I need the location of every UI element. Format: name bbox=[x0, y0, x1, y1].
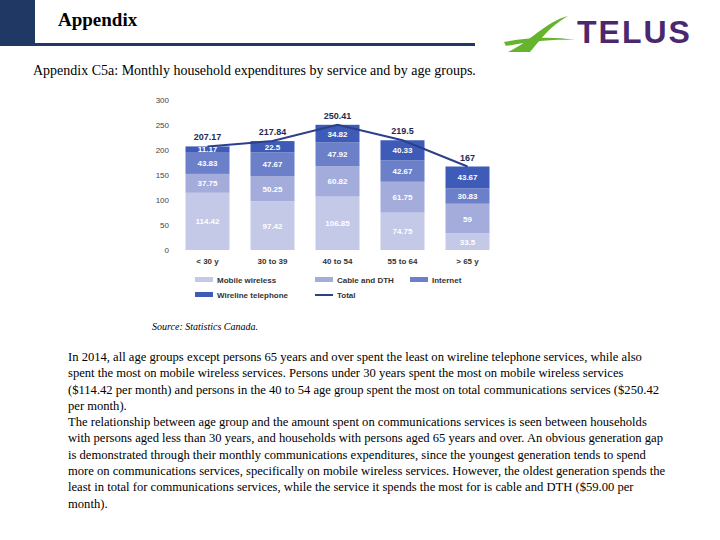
bar-segment bbox=[186, 193, 230, 250]
legend-swatch bbox=[195, 292, 213, 297]
x-tick-label: < 30 y bbox=[196, 257, 219, 266]
total-label: 217.84 bbox=[259, 127, 287, 137]
x-tick-label: 30 to 39 bbox=[258, 257, 288, 266]
legend-label: Internet bbox=[432, 276, 462, 285]
data-label: 114.42 bbox=[195, 217, 220, 226]
y-tick-label: 0 bbox=[165, 246, 170, 255]
total-label: 219.5 bbox=[391, 126, 414, 136]
y-tick bbox=[172, 100, 175, 101]
legend-item: Total bbox=[315, 291, 356, 300]
bar-segment bbox=[381, 140, 425, 160]
logo-leaf bbox=[504, 38, 575, 46]
data-label: 47.67 bbox=[262, 160, 283, 169]
bar-segment bbox=[381, 213, 425, 250]
logo-swoosh bbox=[500, 12, 580, 62]
total-label: 167 bbox=[460, 153, 475, 163]
legend-label: Wireline telephone bbox=[217, 291, 289, 300]
legend-item: Wireline telephone bbox=[195, 291, 289, 300]
total-label: 250.41 bbox=[324, 111, 352, 121]
y-tick-label: 250 bbox=[156, 121, 170, 130]
x-tick-label: 40 to 54 bbox=[323, 257, 353, 266]
data-label: 43.67 bbox=[457, 173, 478, 182]
legend-item: Cable and DTH bbox=[315, 276, 394, 285]
data-label: 60.82 bbox=[327, 177, 348, 186]
y-tick bbox=[172, 175, 175, 176]
data-label: 43.83 bbox=[197, 159, 218, 168]
y-tick-label: 100 bbox=[156, 196, 170, 205]
chart: 0 50 100 150 200 250 300 114.42 97.42 106.85 74.75… bbox=[0, 0, 720, 320]
logo-text: TELUS bbox=[577, 14, 692, 51]
data-label: 61.75 bbox=[392, 193, 413, 202]
bar-segment bbox=[381, 182, 425, 213]
data-label: 106.85 bbox=[325, 219, 350, 228]
y-tick-label: 150 bbox=[156, 171, 170, 180]
bar-segment bbox=[446, 233, 490, 250]
body-text: In 2014, all age groups except persons 6… bbox=[68, 349, 668, 512]
data-label: 59 bbox=[463, 215, 472, 224]
y-tick bbox=[172, 200, 175, 201]
x-tick-label: > 65 y bbox=[456, 257, 479, 266]
bar-segment bbox=[186, 152, 230, 174]
bar-segment bbox=[251, 176, 295, 201]
y-tick bbox=[172, 225, 175, 226]
total-label: 207.17 bbox=[194, 132, 222, 142]
bar-segment bbox=[316, 166, 360, 196]
y-tick bbox=[172, 250, 175, 251]
legend-swatch bbox=[410, 277, 428, 282]
bar-segment bbox=[186, 174, 230, 193]
bar-segment bbox=[251, 201, 295, 250]
legend-line bbox=[315, 294, 333, 296]
header-block bbox=[0, 0, 35, 46]
data-label: 97.42 bbox=[262, 222, 283, 231]
legend-label: Total bbox=[337, 291, 356, 300]
data-label: 22.5 bbox=[265, 143, 281, 152]
y-tick bbox=[172, 150, 175, 151]
bar-segment bbox=[316, 142, 360, 166]
header-title: Appendix bbox=[58, 9, 137, 31]
legend-item: Mobile wireless bbox=[195, 276, 277, 285]
data-label: 74.75 bbox=[392, 227, 413, 236]
legend-label: Cable and DTH bbox=[337, 276, 394, 285]
data-label: 50.25 bbox=[262, 185, 283, 194]
data-label: 40.33 bbox=[392, 146, 413, 155]
bar-segment bbox=[446, 188, 490, 203]
legend-label: Mobile wireless bbox=[217, 276, 277, 285]
total-line bbox=[208, 125, 468, 167]
data-label: 33.5 bbox=[460, 238, 476, 247]
y-tick-label: 50 bbox=[160, 221, 169, 230]
data-label: 34.82 bbox=[327, 130, 348, 139]
legend-item: Internet bbox=[410, 276, 462, 285]
data-label: 47.92 bbox=[327, 150, 348, 159]
bar-segment bbox=[446, 167, 490, 189]
bar-segment bbox=[446, 204, 490, 234]
y-tick bbox=[172, 125, 175, 126]
data-label: 11.17 bbox=[198, 145, 218, 154]
bar-segment bbox=[316, 125, 360, 142]
y-tick-label: 200 bbox=[156, 146, 170, 155]
paragraph: In 2014, all age groups except persons 6… bbox=[68, 349, 668, 414]
labels: 114.42 97.42 106.85 74.75 33.5 37.75 50.25 60.8… bbox=[194, 111, 478, 247]
bar-segment bbox=[251, 152, 295, 176]
source-note: Source: Statistics Canada. bbox=[152, 321, 258, 332]
y-tick-label: 300 bbox=[156, 96, 170, 105]
data-label: 30.83 bbox=[457, 192, 478, 201]
data-label: 42.67 bbox=[392, 167, 413, 176]
bar-segment bbox=[381, 160, 425, 181]
legend-swatch bbox=[315, 277, 333, 282]
data-label: 37.75 bbox=[197, 179, 218, 188]
x-tick-label: 55 to 64 bbox=[388, 257, 418, 266]
header-rule bbox=[35, 43, 475, 46]
bar-segment bbox=[316, 197, 360, 250]
logo-leaf bbox=[508, 16, 568, 52]
legend-swatch bbox=[195, 277, 213, 282]
chart-title: Appendix C5a: Monthly household expendit… bbox=[33, 63, 476, 79]
paragraph: The relationship between age group and t… bbox=[68, 414, 668, 512]
marks bbox=[186, 125, 490, 250]
